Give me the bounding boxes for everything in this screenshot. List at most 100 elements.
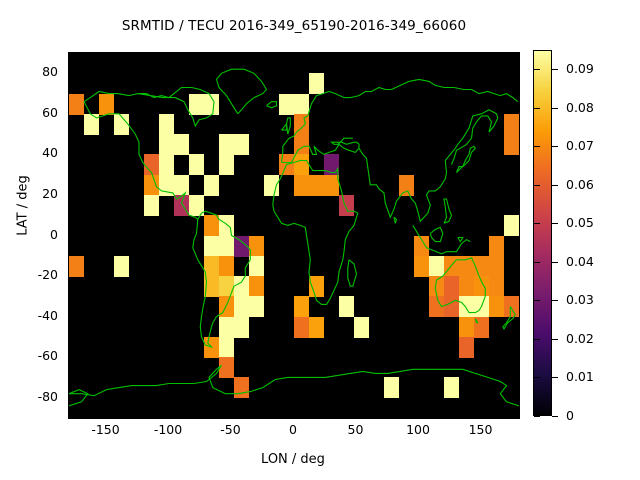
colorbar-tick-mark: [534, 338, 540, 340]
colorbar-tick-label: 0.03: [566, 292, 594, 308]
colorbar-tick-label: 0.07: [566, 138, 594, 154]
map-canvas: [69, 53, 519, 418]
heatmap-cell: [309, 175, 324, 196]
heatmap-cell: [279, 94, 294, 115]
heatmap-cell: [219, 337, 234, 358]
heatmap-cell: [219, 256, 234, 277]
colorbar-tick-mark: [552, 377, 558, 379]
heatmap-cell: [234, 317, 249, 338]
heatmap-cell: [489, 296, 504, 317]
heatmap-cell: [324, 175, 339, 196]
x-axis-label: LON / deg: [261, 452, 325, 467]
heatmap-cell: [174, 175, 189, 196]
heatmap-cell: [174, 195, 189, 216]
heatmap-cell: [354, 317, 369, 338]
heatmap-cell: [294, 94, 309, 115]
heatmap-cell: [489, 276, 504, 297]
heatmap-cell: [249, 296, 264, 317]
heatmap-cell: [159, 134, 174, 155]
heatmap-cell: [459, 337, 474, 358]
colorbar-tick-mark: [552, 107, 558, 109]
colorbar-tick-mark: [552, 184, 558, 186]
page-title: SRMTID / TECU 2016-349_65190-2016-349_66…: [121, 18, 467, 34]
colorbar-tick-mark: [552, 416, 558, 417]
y-tick-label: 60: [42, 104, 58, 120]
colorbar-gradient: [534, 51, 551, 415]
heatmap-cell: [144, 154, 159, 175]
colorbar-tick-label: 0.01: [566, 369, 594, 385]
heatmap-cell: [429, 276, 444, 297]
heatmap-cell: [204, 256, 219, 277]
colorbar-tick-mark: [534, 223, 540, 225]
heatmap-cell: [444, 377, 459, 398]
x-tick-label: 100: [406, 422, 430, 437]
heatmap-cells: [69, 53, 519, 418]
colorbar-tick-mark: [552, 261, 558, 263]
y-tick-label: -60: [37, 348, 58, 364]
heatmap-cell: [339, 296, 354, 317]
heatmap-cell: [159, 154, 174, 175]
heatmap-cell: [444, 296, 459, 317]
heatmap-cell: [189, 94, 204, 115]
heatmap-cell: [219, 134, 234, 155]
heatmap-cell: [399, 175, 414, 196]
heatmap-cell: [294, 114, 309, 135]
heatmap-cell: [219, 154, 234, 175]
colorbar-tick-mark: [552, 338, 558, 340]
x-tick-label: 0: [289, 422, 297, 437]
heatmap-cell: [84, 114, 99, 135]
heatmap-cell: [504, 215, 519, 236]
heatmap-cell: [249, 256, 264, 277]
heatmap-cell: [114, 256, 129, 277]
colorbar-tick-mark: [534, 416, 540, 417]
heatmap-cell: [294, 154, 309, 175]
heatmap-cell: [204, 215, 219, 236]
heatmap-cell: [429, 256, 444, 277]
colorbar-tick-mark: [552, 300, 558, 302]
heatmap-cell: [219, 357, 234, 378]
heatmap-cell: [504, 296, 519, 317]
y-tick-label: -80: [37, 388, 58, 404]
heatmap-cell: [459, 276, 474, 297]
heatmap-cell: [114, 114, 129, 135]
heatmap-cell: [429, 296, 444, 317]
heatmap-cell: [219, 236, 234, 257]
heatmap-cell: [294, 296, 309, 317]
heatmap-cell: [504, 134, 519, 155]
heatmap-cell: [159, 114, 174, 135]
colorbar-tick-label: 0.04: [566, 253, 594, 269]
heatmap-cell: [414, 256, 429, 277]
colorbar-tick-mark: [534, 377, 540, 379]
heatmap-cell: [99, 94, 114, 115]
colorbar-tick-mark: [552, 146, 558, 148]
heatmap-cell: [219, 276, 234, 297]
heatmap-cell: [144, 175, 159, 196]
heatmap-cell: [144, 195, 159, 216]
heatmap-cell: [249, 276, 264, 297]
heatmap-cell: [204, 276, 219, 297]
colorbar-tick-label: 0.06: [566, 176, 594, 192]
heatmap-cell: [459, 296, 474, 317]
y-tick-label: -40: [37, 307, 58, 323]
heatmap-cell: [384, 377, 399, 398]
heatmap-cell: [174, 134, 189, 155]
y-tick-label: 40: [42, 145, 58, 161]
heatmap-cell: [234, 134, 249, 155]
heatmap-cell: [294, 317, 309, 338]
colorbar-tick-mark: [534, 107, 540, 109]
x-tick-label: -150: [91, 422, 120, 437]
x-tick-label: -100: [153, 422, 183, 437]
heatmap-cell: [189, 154, 204, 175]
y-tick-label: 20: [42, 185, 58, 201]
heatmap-cell: [204, 94, 219, 115]
colorbar-tick-label: 0: [566, 408, 574, 423]
colorbar-tick-label: 0.09: [566, 61, 594, 77]
heatmap-cell: [504, 114, 519, 135]
heatmap-cell: [69, 94, 84, 115]
x-tick-label: -50: [220, 422, 241, 437]
heatmap-cell: [234, 276, 249, 297]
colorbar-tick-mark: [534, 69, 540, 71]
heatmap-cell: [489, 256, 504, 277]
coastline-overlay: [69, 53, 519, 418]
